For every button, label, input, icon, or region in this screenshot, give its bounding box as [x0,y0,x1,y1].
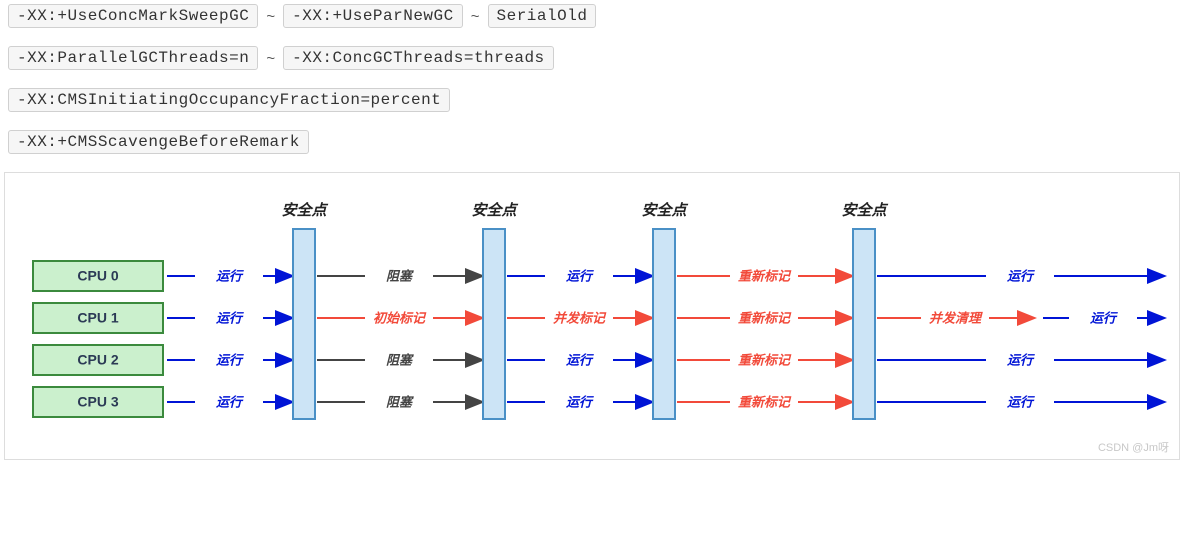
svg-text:CPU 2: CPU 2 [77,352,118,368]
separator: ~ [266,8,275,25]
svg-text:CPU 3: CPU 3 [77,394,118,410]
separator: ~ [266,50,275,67]
jvm-flags-section: -XX:+UseConcMarkSweepGC ~ -XX:+UseParNew… [0,0,1184,154]
flag-tag: -XX:+UseParNewGC [283,4,463,28]
svg-text:重新标记: 重新标记 [738,352,792,367]
svg-text:并发清理: 并发清理 [929,310,983,325]
separator: ~ [471,8,480,25]
svg-text:重新标记: 重新标记 [738,268,792,283]
flag-tag: -XX:+CMSScavengeBeforeRemark [8,130,309,154]
svg-text:并发标记: 并发标记 [553,310,607,325]
svg-text:运行: 运行 [1007,352,1035,367]
svg-text:运行: 运行 [216,352,244,367]
svg-text:运行: 运行 [566,352,594,367]
flag-tag: -XX:ConcGCThreads=threads [283,46,554,70]
flag-tag: SerialOld [488,4,597,28]
svg-text:运行: 运行 [216,310,244,325]
svg-text:初始标记: 初始标记 [373,310,427,325]
flag-row-3: -XX:+CMSScavengeBeforeRemark [8,130,1176,154]
svg-text:阻塞: 阻塞 [386,394,414,409]
svg-text:重新标记: 重新标记 [738,310,792,325]
flag-row-1: -XX:ParallelGCThreads=n ~ -XX:ConcGCThre… [8,46,1176,70]
svg-text:重新标记: 重新标记 [738,394,792,409]
flag-tag: -XX:CMSInitiatingOccupancyFraction=perce… [8,88,450,112]
svg-text:阻塞: 阻塞 [386,268,414,283]
svg-text:运行: 运行 [1007,394,1035,409]
gc-timeline-diagram: CPU 0CPU 1CPU 2CPU 3安全点安全点安全点安全点运行运行运行运行… [4,172,1180,460]
svg-text:运行: 运行 [566,394,594,409]
flag-row-0: -XX:+UseConcMarkSweepGC ~ -XX:+UseParNew… [8,4,1176,28]
svg-text:安全点: 安全点 [471,201,518,219]
flag-row-2: -XX:CMSInitiatingOccupancyFraction=perce… [8,88,1176,112]
svg-text:运行: 运行 [1090,310,1118,325]
svg-text:安全点: 安全点 [641,201,688,219]
svg-text:运行: 运行 [216,268,244,283]
svg-text:运行: 运行 [1007,268,1035,283]
svg-text:阻塞: 阻塞 [386,352,414,367]
svg-text:运行: 运行 [566,268,594,283]
svg-text:CPU 1: CPU 1 [77,310,118,326]
diagram-svg: CPU 0CPU 1CPU 2CPU 3安全点安全点安全点安全点运行运行运行运行… [13,181,1173,441]
svg-text:安全点: 安全点 [281,201,328,219]
svg-text:安全点: 安全点 [841,201,888,219]
watermark: CSDN @Jm呀 [1098,439,1169,455]
svg-text:CPU 0: CPU 0 [77,268,118,284]
svg-text:运行: 运行 [216,394,244,409]
flag-tag: -XX:ParallelGCThreads=n [8,46,258,70]
flag-tag: -XX:+UseConcMarkSweepGC [8,4,258,28]
